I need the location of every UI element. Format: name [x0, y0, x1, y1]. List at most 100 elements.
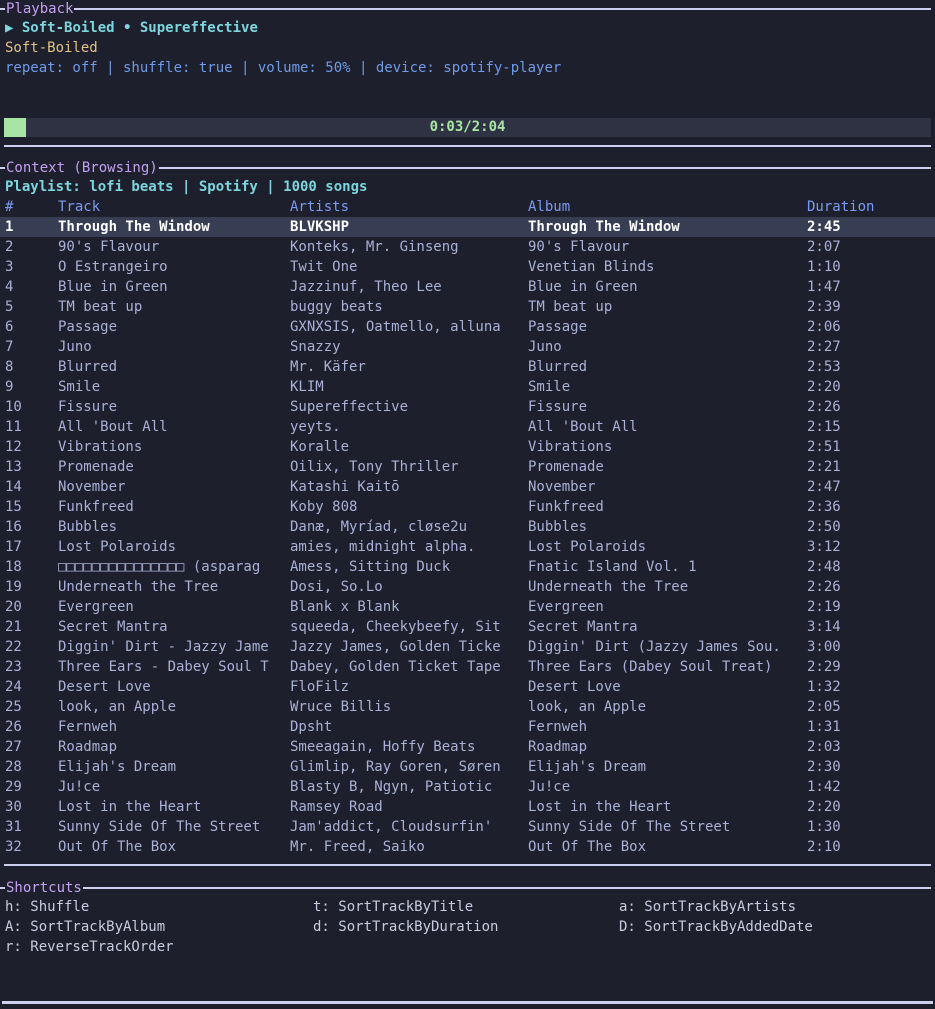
table-row[interactable]: 9 Smile KLIM Smile 2:20 [0, 377, 935, 397]
cell-duration: 2:27 [807, 339, 841, 355]
cell-track: Blurred [58, 359, 118, 375]
cell-track: Blue in Green [58, 279, 168, 295]
cell-album: Evergreen [528, 599, 604, 615]
table-row[interactable]: 1 Through The Window BLVKSHP Through The Wi… [0, 217, 935, 237]
table-row[interactable]: 12 Vibrations Koralle Vibrations 2:51 [0, 437, 935, 457]
table-row[interactable]: 13 Promenade Oilix, Tony Thriller Promenade… [0, 457, 935, 477]
cell-album: TM beat up [528, 299, 613, 315]
table-row[interactable]: 6 Passage GXNXSIS, Oatmello, alluna Passage… [0, 317, 935, 337]
table-row[interactable]: 28 Elijah's Dream Glimlip, Ray Goren, Søre… [0, 757, 935, 777]
cell-number: 28 [5, 759, 22, 775]
cell-number: 32 [5, 839, 22, 855]
cell-artists: Snazzy [290, 339, 341, 355]
cell-duration: 2:26 [807, 399, 841, 415]
cell-track: Lost Polaroids [58, 539, 177, 555]
cell-album: Funkfreed [528, 499, 604, 515]
cell-track: All 'Bout All [58, 419, 168, 435]
table-row[interactable]: 3 O Estrangeiro Twit One Venetian Blinds 1:1… [0, 257, 935, 277]
table-row[interactable]: 15 Funkfreed Koby 808 Funkfreed 2:36 [0, 497, 935, 517]
cell-track: look, an Apple [58, 699, 177, 715]
table-row[interactable]: 27 Roadmap Smeeagain, Hoffy Beats Roadmap 2:… [0, 737, 935, 757]
table-row[interactable]: 31 Sunny Side Of The Street Jam'addict, Cl… [0, 817, 935, 837]
table-row[interactable]: 18 □□□□□□□□□□□□□□□ (asparag Amess, Sitting… [0, 557, 935, 577]
cell-track: TM beat up [58, 299, 143, 315]
table-row[interactable]: 10 Fissure Supereffective Fissure 2:26 [0, 397, 935, 417]
context-panel-title: Context (Browsing) [6, 160, 158, 176]
shortcuts-row: A: SortTrackByAlbum d: SortTrackByDuratio… [0, 917, 935, 937]
cell-duration: 2:45 [807, 219, 841, 235]
table-row[interactable]: 21 Secret Mantra squeeda, Cheekybeefy, Sit… [0, 617, 935, 637]
table-row[interactable]: 26 Fernweh Dpsht Fernweh 1:31 [0, 717, 935, 737]
cell-duration: 2:20 [807, 799, 841, 815]
cell-track: Passage [58, 319, 118, 335]
table-row[interactable]: 20 Evergreen Blank x Blank Evergreen 2:19 [0, 597, 935, 617]
cell-artists: Twit One [290, 259, 358, 275]
column-header-album[interactable]: Album [528, 199, 571, 215]
cell-artists: Blank x Blank [290, 599, 400, 615]
cell-artists: yeyts. [290, 419, 341, 435]
table-row[interactable]: 24 Desert Love FloFilz Desert Love 1:32 [0, 677, 935, 697]
cell-duration: 2:26 [807, 579, 841, 595]
cell-album: Underneath the Tree [528, 579, 689, 595]
column-header-track[interactable]: Track [58, 199, 101, 215]
table-row[interactable]: 16 Bubbles Danæ, Myríad, cløse2u Bubbles 2:5… [0, 517, 935, 537]
table-row[interactable]: 2 90's Flavour Konteks, Mr. Ginseng 90's Fl… [0, 237, 935, 257]
cell-artists: buggy beats [290, 299, 383, 315]
column-header-artists[interactable]: Artists [290, 199, 350, 215]
cell-artists: Dosi, So.Lo [290, 579, 383, 595]
cell-artists: Jazzinuf, Theo Lee [290, 279, 442, 295]
cell-number: 23 [5, 659, 22, 675]
cell-track: Evergreen [58, 599, 134, 615]
table-row[interactable]: 25 look, an Apple Wruce Billis look, an App… [0, 697, 935, 717]
progress-bar[interactable]: 0:03/2:04 [4, 118, 931, 137]
cell-album: Lost in the Heart [528, 799, 672, 815]
table-row[interactable]: 29 Ju!ce Blasty B, Ngyn, Patiotic Ju!ce 1:42 [0, 777, 935, 797]
table-row[interactable]: 22 Diggin' Dirt - Jazzy Jame Jazzy James, … [0, 637, 935, 657]
cell-duration: 3:12 [807, 539, 841, 555]
cell-album: Venetian Blinds [528, 259, 655, 275]
column-header-duration[interactable]: Duration [807, 199, 875, 215]
cell-duration: 2:03 [807, 739, 841, 755]
cell-duration: 2:48 [807, 559, 841, 575]
cell-album: All 'Bout All [528, 419, 638, 435]
cell-track: Roadmap [58, 739, 118, 755]
table-row[interactable]: 11 All 'Bout All yeyts. All 'Bout All 2:15 [0, 417, 935, 437]
cell-track: O Estrangeiro [58, 259, 168, 275]
cell-duration: 2:20 [807, 379, 841, 395]
shortcuts-panel-title: Shortcuts [6, 880, 82, 896]
cell-track: Vibrations [58, 439, 143, 455]
table-row[interactable]: 4 Blue in Green Jazzinuf, Theo Lee Blue in … [0, 277, 935, 297]
cell-artists: Wruce Billis [290, 699, 392, 715]
table-row[interactable]: 17 Lost Polaroids amies, midnight alpha. Lo… [0, 537, 935, 557]
table-row[interactable]: 30 Lost in the Heart Ramsey Road Lost in th… [0, 797, 935, 817]
cell-number: 6 [5, 319, 14, 335]
border-rule [82, 887, 931, 889]
cell-track: Funkfreed [58, 499, 134, 515]
cell-album: Roadmap [528, 739, 588, 755]
cell-artists: KLIM [290, 379, 324, 395]
cell-track: 90's Flavour [58, 239, 160, 255]
table-row[interactable]: 14 November Katashi Kaitō November 2:47 [0, 477, 935, 497]
table-row[interactable]: 8 Blurred Mr. Käfer Blurred 2:53 [0, 357, 935, 377]
cell-track: Fissure [58, 399, 118, 415]
cell-duration: 2:29 [807, 659, 841, 675]
playback-panel-titlebar: Playback [0, 0, 935, 18]
cell-artists: Mr. Käfer [290, 359, 366, 375]
cell-number: 18 [5, 559, 22, 575]
table-row[interactable]: 7 Juno Snazzy Juno 2:27 [0, 337, 935, 357]
cell-number: 7 [5, 339, 14, 355]
column-header-number[interactable]: # [5, 199, 14, 215]
cell-number: 5 [5, 299, 14, 315]
cell-album: Blurred [528, 359, 588, 375]
table-row[interactable]: 32 Out Of The Box Mr. Freed, Saiko Out Of T… [0, 837, 935, 857]
cell-duration: 2:39 [807, 299, 841, 315]
cell-artists: Konteks, Mr. Ginseng [290, 239, 459, 255]
table-row[interactable]: 5 TM beat up buggy beats TM beat up 2:39 [0, 297, 935, 317]
progress-time-label: 0:03/2:04 [429, 119, 506, 135]
shortcut-item: D: SortTrackByAddedDate [619, 919, 813, 935]
table-row[interactable]: 23 Three Ears - Dabey Soul T Dabey, Golden… [0, 657, 935, 677]
now-playing-album: Soft-Boiled [5, 40, 98, 56]
cell-duration: 1:42 [807, 779, 841, 795]
cell-number: 12 [5, 439, 22, 455]
table-row[interactable]: 19 Underneath the Tree Dosi, So.Lo Undernea… [0, 577, 935, 597]
